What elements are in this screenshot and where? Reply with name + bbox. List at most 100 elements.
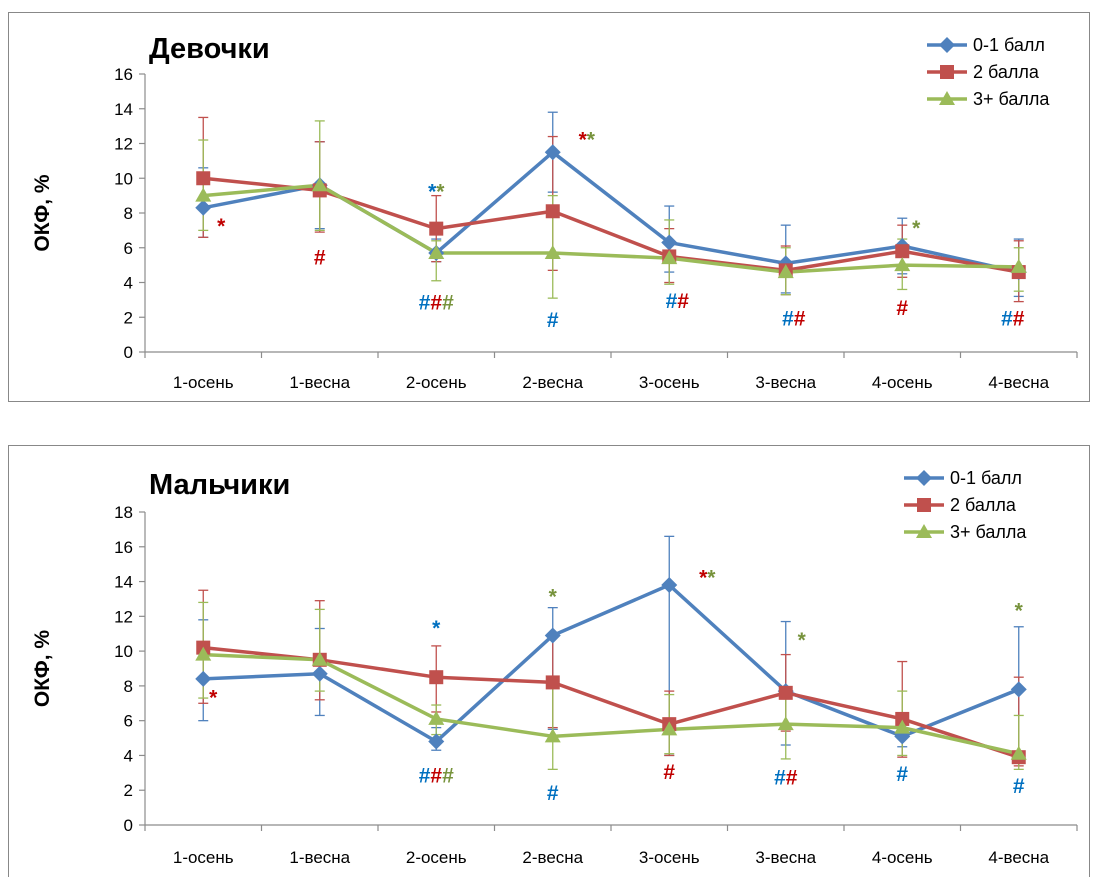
significance-glyph: # [430,765,442,788]
x-tick-label: 4-весна [988,848,1049,867]
significance-marker: ** [699,566,716,589]
significance-marker: * [209,686,218,709]
significance-marker: * [549,585,558,608]
significance-marker: # [547,309,559,332]
x-tick-label: 3-осень [639,848,700,867]
x-tick-label: 2-осень [406,373,467,392]
significance-glyph: # [547,782,559,805]
data-point-square [546,204,560,218]
legend-label: 0-1 балл [973,35,1045,55]
significance-marker: ** [428,180,445,203]
significance-marker: * [1015,599,1024,622]
chart-boys: МальчикиОКФ, %0246810121416181-осень 1-ве… [9,446,1089,878]
significance-marker: # [896,297,908,320]
data-point-diamond [939,37,955,53]
chart-title: Девочки [149,33,270,65]
legend-label: 2 балла [973,62,1040,82]
x-tick-label: 2-весна [522,848,583,867]
y-tick-label: 14 [114,100,133,119]
y-tick-label: 10 [114,169,133,188]
data-point-square [917,498,931,512]
x-tick-label: 3-осень [639,373,700,392]
significance-glyph: * [549,585,558,608]
data-point-square [546,675,560,689]
x-tick-label: 3-весна [755,373,816,392]
x-tick-label: 4-весна [988,373,1049,392]
y-axis-label: ОКФ, % [31,630,54,707]
significance-glyph: * [798,629,807,652]
significance-glyph: # [430,292,442,315]
significance-marker: * [432,617,441,640]
significance-glyph: # [314,246,326,269]
significance-marker: * [912,217,921,240]
significance-marker: ## [1001,307,1025,330]
significance-marker: ** [579,128,596,151]
data-point-square [429,222,443,236]
legend-label: 2 балла [950,495,1017,515]
y-tick-label: 6 [124,239,133,258]
x-tick-label: 1-весна [289,373,350,392]
data-point-diamond [195,671,211,687]
significance-glyph: # [774,766,786,789]
y-axis-label: ОКФ, % [31,174,54,251]
data-point-diamond [1011,681,1027,697]
significance-glyph: # [419,765,431,788]
significance-glyph: # [677,290,689,313]
x-tick-label: 2-осень [406,848,467,867]
significance-glyph: * [217,215,226,238]
significance-glyph: # [663,761,675,784]
significance-glyph: * [436,180,445,203]
y-tick-label: 2 [124,308,133,327]
significance-glyph: # [547,309,559,332]
significance-marker: * [798,629,807,652]
significance-glyph: * [432,617,441,640]
chart-girls: Девочки ОКФ, % 0 2 4 6 8 10 12 14 16 1-осень 1-весна… [9,13,1089,401]
x-tick-label: 1-весна [289,848,350,867]
significance-marker: ## [774,766,798,789]
significance-glyph: * [209,686,218,709]
significance-glyph: # [896,763,908,786]
y-tick-label: 6 [124,712,133,731]
data-point-diamond [312,666,328,682]
significance-glyph: # [1001,307,1013,330]
legend: 0-1 балл 2 балла 3+ балла [927,35,1050,109]
significance-glyph: # [1013,775,1025,798]
x-tick-label: 4-осень [872,373,933,392]
y-tick-label: 0 [124,343,133,362]
significance-glyph: # [786,766,798,789]
chart-title: Мальчики [149,469,290,501]
x-tick-label: 3-весна [755,848,816,867]
x-tick-label: 1-осень [173,848,234,867]
y-tick-label: 18 [114,503,133,522]
significance-glyph: # [666,290,678,313]
y-tick-label: 4 [124,746,133,765]
significance-marker: # [547,782,559,805]
significance-marker: # [314,246,326,269]
legend-label: 0-1 балл [950,468,1022,488]
significance-marker: # [1013,775,1025,798]
significance-glyph: # [442,765,454,788]
significance-glyph: * [1015,599,1024,622]
significance-glyph: # [419,292,431,315]
y-tick-label: 16 [114,65,133,84]
legend-label: 3+ балла [950,522,1027,542]
significance-glyph: * [707,566,716,589]
significance-glyph: * [912,217,921,240]
significance-marker: * [217,215,226,238]
x-tick-label: 4-осень [872,848,933,867]
y-tick-label: 4 [124,274,133,293]
data-point-square [196,171,210,185]
significance-glyph: # [794,307,806,330]
significance-marker: # [896,763,908,786]
y-tick-label: 8 [124,677,133,696]
y-tick-label: 16 [114,538,133,557]
y-tick-label: 8 [124,204,133,223]
legend: 0-1 балл 2 балла 3+ балла [904,468,1027,542]
x-tick-label: 2-весна [522,373,583,392]
legend-label: 3+ балла [973,89,1050,109]
significance-glyph: # [896,297,908,320]
significance-marker: # [663,761,675,784]
data-point-square [940,65,954,79]
data-point-square [429,670,443,684]
chart-panel-girls: Девочки ОКФ, % 0 2 4 6 8 10 12 14 16 1-осень 1-весна… [8,12,1090,402]
